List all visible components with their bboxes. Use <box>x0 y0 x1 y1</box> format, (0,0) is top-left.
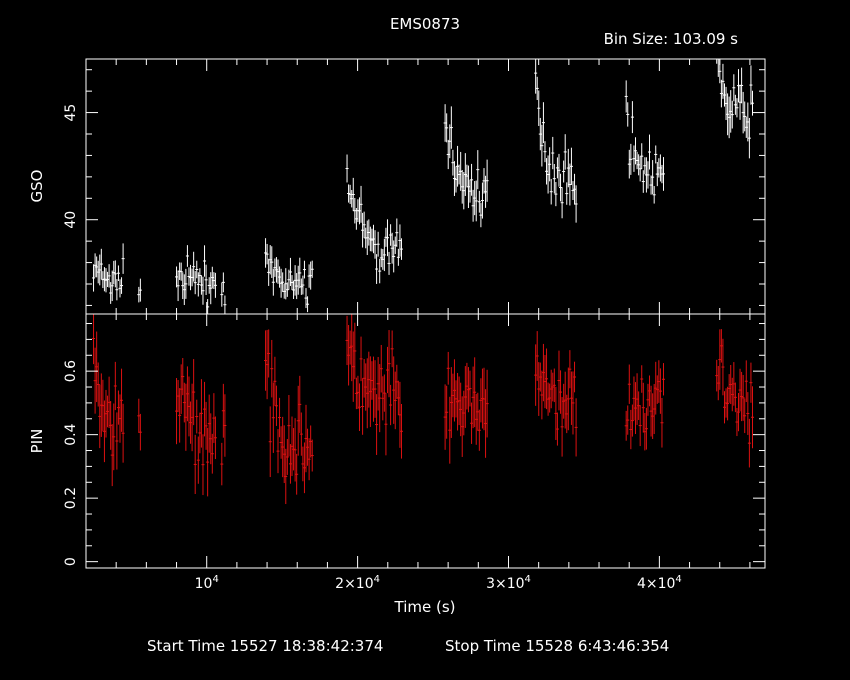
chart-title: EMS0873 <box>390 15 460 33</box>
start-time-label: Start Time 15527 18:38:42:374 <box>147 637 383 655</box>
x-tick-label: 2×104 <box>335 574 380 592</box>
gso-y-tick-label: 40 <box>63 211 79 229</box>
pin-y-tick-label: 0.4 <box>63 423 79 445</box>
pin-axis-label: PIN <box>28 429 46 454</box>
gso-y-tick-label: 45 <box>63 104 79 122</box>
pin-y-tick-label: 0 <box>63 557 79 566</box>
pin-y-tick-label: 0.2 <box>63 487 79 509</box>
x-axis-label: Time (s) <box>394 598 456 616</box>
axis-layer: 40 45 0 0.2 0.4 0.6 104 2×104 3×104 4×104 <box>63 58 766 592</box>
data-layer <box>92 58 754 505</box>
gso-axis-label: GSO <box>28 170 46 203</box>
x-tick-label: 4×104 <box>637 574 682 592</box>
pin-y-tick-label: 0.6 <box>63 360 79 382</box>
stop-time-label: Stop Time 15528 6:43:46:354 <box>445 637 669 655</box>
x-tick-label: 104 <box>195 574 219 592</box>
x-tick-label: 3×104 <box>486 574 531 592</box>
bin-size-label: Bin Size: 103.09 s <box>604 30 739 48</box>
pin-panel-frame <box>85 313 766 569</box>
